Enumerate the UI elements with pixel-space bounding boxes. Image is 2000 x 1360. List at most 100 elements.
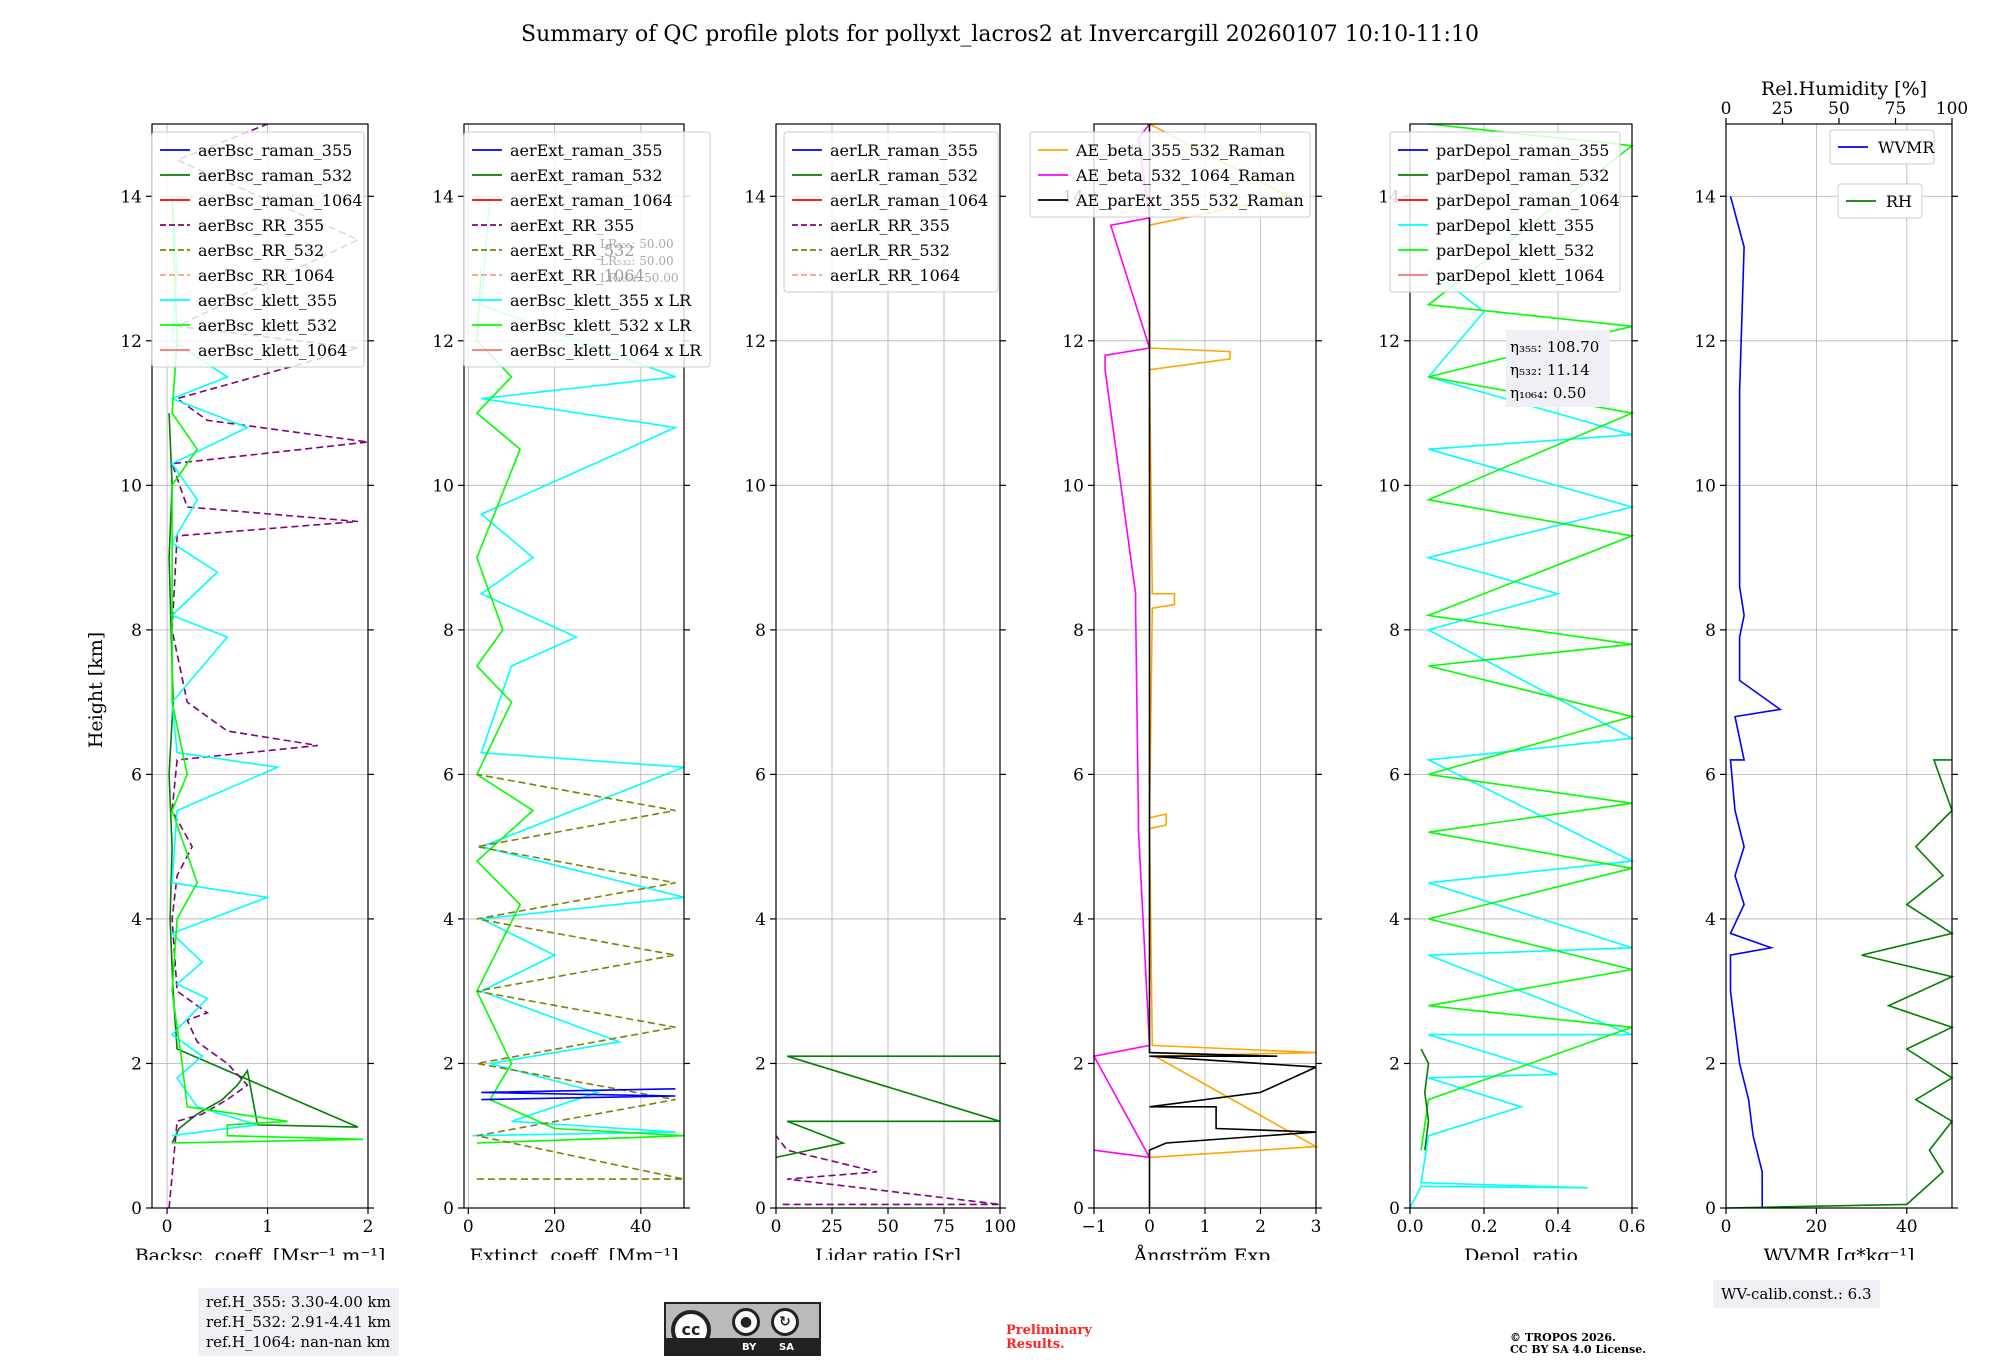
series-line-RH bbox=[1725, 759, 1955, 1209]
y-tick-label: 14 bbox=[120, 187, 142, 207]
y-tick-label: 0 bbox=[443, 1199, 454, 1219]
series-line-AE_beta_532_1064_Raman bbox=[1092, 123, 1151, 1159]
legend-label: aerBsc_raman_1064 bbox=[198, 191, 363, 210]
by-label: BY bbox=[742, 1342, 757, 1353]
legend-label: WVMR bbox=[1878, 138, 1935, 157]
y-tick-label: 0 bbox=[1705, 1199, 1716, 1219]
annotation-line: LR₅₃₂: 50.00 bbox=[600, 254, 674, 268]
series-line-aerBsc_klett_532 x LR bbox=[475, 268, 685, 1144]
annotation-box bbox=[596, 232, 678, 291]
x-tick-label: 0 bbox=[1144, 1217, 1155, 1237]
annotation-line: η₃₅₅: 108.70 bbox=[1510, 338, 1599, 356]
y-tick-label: 2 bbox=[1073, 1054, 1084, 1074]
y-tick-label: 10 bbox=[120, 476, 142, 496]
x-tick-label: 25 bbox=[821, 1217, 843, 1237]
legend-label: aerExt_raman_1064 bbox=[510, 191, 673, 210]
y-tick-label: 8 bbox=[443, 621, 454, 641]
plot-frame bbox=[463, 123, 685, 1209]
legend-box bbox=[1829, 129, 1935, 165]
ref-height-1064: ref.H_1064: nan-nan km bbox=[206, 1333, 391, 1351]
x-axis-label: Backsc. coeff. [Msr⁻¹ m⁻¹] bbox=[135, 1245, 386, 1260]
y-tick-label: 4 bbox=[1389, 910, 1400, 930]
x-axis-label: Extinct. coeff. [Mm⁻¹] bbox=[469, 1245, 678, 1260]
legend-label: aerLR_RR_355 bbox=[830, 216, 950, 235]
legend-box bbox=[1389, 131, 1621, 293]
legend-label: parDepol_klett_1064 bbox=[1436, 266, 1605, 285]
y-tick-label: 12 bbox=[432, 332, 454, 352]
legend-box bbox=[1029, 131, 1311, 218]
legend-label: aerBsc_RR_532 bbox=[198, 241, 324, 260]
x-tick-label: 0 bbox=[162, 1217, 173, 1237]
y-tick-label: 10 bbox=[1378, 476, 1400, 496]
series-line-aerBsc_raman_532 bbox=[168, 413, 359, 1144]
x-tick-label: 2 bbox=[1255, 1217, 1266, 1237]
series-line-aerBsc_klett_355 bbox=[169, 196, 281, 1137]
legend-label: aerLR_RR_532 bbox=[830, 241, 950, 260]
y-tick-label: 4 bbox=[443, 910, 454, 930]
x-tick-label: 0 bbox=[463, 1217, 474, 1237]
legend-label: aerExt_raman_355 bbox=[510, 141, 663, 160]
annotation-box bbox=[1506, 330, 1610, 407]
y-tick-label: 10 bbox=[744, 476, 766, 496]
y-tick-label: 6 bbox=[1389, 765, 1400, 785]
legend-label: parDepol_raman_355 bbox=[1436, 141, 1609, 160]
top-x-tick-label: 0 bbox=[1721, 99, 1732, 119]
y-tick-label: 0 bbox=[131, 1199, 142, 1219]
legend-label: aerBsc_klett_355 bbox=[198, 291, 337, 310]
x-axis-label: Lidar ratio [Sr] bbox=[815, 1245, 961, 1260]
annotation-line: η₁₀₆₄: 0.50 bbox=[1510, 384, 1586, 402]
chart-panel-lidar_ratio: 0 2 4 6 8 10 12 14 0 25 50 75 100 Lidar ratio [Sr] aer… bbox=[744, 123, 1016, 1260]
y-tick-label: 12 bbox=[744, 332, 766, 352]
y-tick-label: 14 bbox=[744, 187, 766, 207]
series-line-aerBsc_klett_532 bbox=[171, 196, 364, 1144]
top-x-tick-label: 25 bbox=[1772, 99, 1794, 119]
legend-label: aerBsc_klett_532 x LR bbox=[510, 316, 692, 335]
series-line-WVMR bbox=[1729, 196, 1783, 1208]
x-tick-label: 2 bbox=[363, 1217, 374, 1237]
y-tick-label: 10 bbox=[1694, 476, 1716, 496]
legend-label: AE_parExt_355_532_Raman bbox=[1075, 191, 1304, 210]
copyright-line-1: © TROPOS 2026. bbox=[1510, 1331, 1616, 1344]
legend-label: aerBsc_raman_532 bbox=[198, 166, 352, 185]
series-line-parDepol_raman_532 bbox=[1420, 1048, 1430, 1151]
legend-label: AE_beta_532_1064_Raman bbox=[1075, 166, 1295, 185]
y-tick-label: 8 bbox=[1073, 621, 1084, 641]
copyright-line-2: CC BY SA 4.0 License. bbox=[1510, 1343, 1647, 1356]
sa-label: SA bbox=[779, 1342, 794, 1353]
figure-title: Summary of QC profile plots for pollyxt_… bbox=[521, 22, 1479, 47]
attribution-icon: ● bbox=[732, 1308, 760, 1336]
y-tick-label: 10 bbox=[1062, 476, 1084, 496]
annotation-line: LR₃₅₅: 50.00 bbox=[600, 237, 674, 251]
chart-panel-wv: 0 2 4 6 8 10 12 14 0 20 40 0 25 50 75 100 WVMR [g*kg⁻¹] W… bbox=[1694, 99, 1968, 1260]
x-tick-label: 75 bbox=[933, 1217, 955, 1237]
y-tick-label: 10 bbox=[432, 476, 454, 496]
y-tick-label: 2 bbox=[131, 1054, 142, 1074]
legend-label: aerExt_raman_532 bbox=[510, 166, 663, 185]
y-tick-label: 4 bbox=[1073, 910, 1084, 930]
preliminary-line-2: Results. bbox=[1006, 1337, 1065, 1352]
y-tick-label: 14 bbox=[432, 187, 454, 207]
plot-frame bbox=[1725, 123, 1953, 1209]
x-tick-label: 100 bbox=[984, 1217, 1016, 1237]
legend-label: aerBsc_RR_355 bbox=[198, 216, 324, 235]
annotation-line: η₅₃₂: 11.14 bbox=[1510, 361, 1590, 379]
y-tick-label: 0 bbox=[1389, 1199, 1400, 1219]
series-line-parDepol_klett_355 bbox=[1409, 267, 1636, 1209]
rh-axis-label: Rel.Humidity [%] bbox=[1761, 78, 1927, 100]
y-tick-label: 2 bbox=[443, 1054, 454, 1074]
x-tick-label: −1 bbox=[1081, 1217, 1106, 1237]
x-tick-label: 20 bbox=[1806, 1217, 1828, 1237]
legend-label: aerExt_RR_355 bbox=[510, 216, 634, 235]
ref-heights-box: ref.H_355: 3.30-4.00 km ref.H_532: 2.91-… bbox=[198, 1288, 399, 1356]
x-tick-label: 0 bbox=[1721, 1217, 1732, 1237]
y-tick-label: 6 bbox=[1705, 765, 1716, 785]
height-axis-label: Height [km] bbox=[85, 632, 107, 748]
y-tick-label: 8 bbox=[1389, 621, 1400, 641]
legend-box bbox=[463, 131, 711, 368]
cc-license-badge: cc ● ↻ BY SA bbox=[664, 1302, 821, 1356]
y-tick-label: 2 bbox=[755, 1054, 766, 1074]
legend-label: RH bbox=[1886, 192, 1912, 211]
